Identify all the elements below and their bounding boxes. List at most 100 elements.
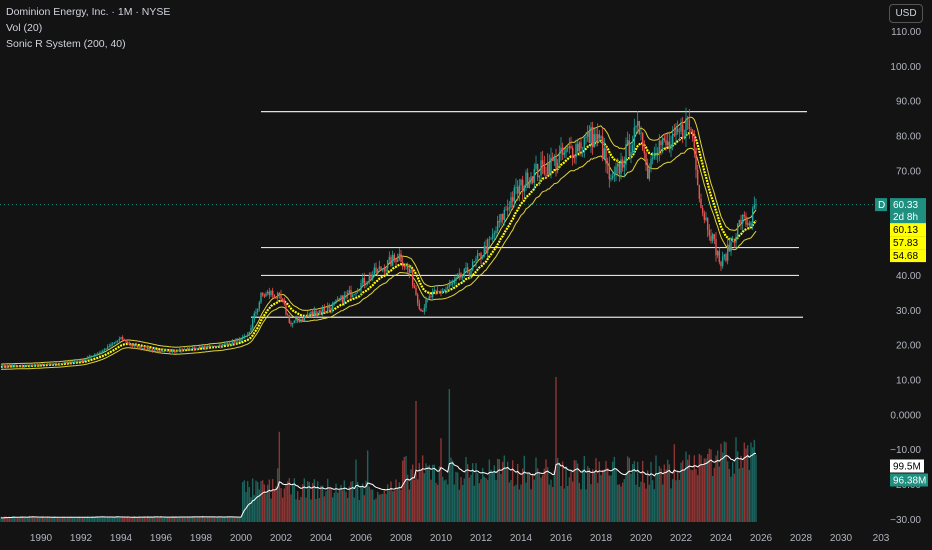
candle	[470, 270, 472, 275]
volume-bar	[425, 463, 427, 522]
volume-bar	[741, 467, 744, 522]
candle	[265, 293, 267, 297]
volume-bar	[406, 474, 409, 522]
candle	[348, 290, 351, 294]
volume-bar	[581, 469, 584, 522]
volume-bar	[550, 479, 552, 522]
band-middle-line	[0, 131, 757, 368]
volume-bar	[201, 516, 204, 522]
volume-bar	[166, 516, 169, 522]
volume-bar	[83, 517, 86, 522]
volume-bar	[95, 516, 97, 522]
volume-bar	[120, 517, 122, 522]
time-tick-label: 2004	[310, 533, 333, 544]
candle	[695, 147, 697, 170]
volume-bar	[708, 448, 711, 522]
volume-bar	[445, 479, 447, 522]
candle	[661, 138, 664, 146]
candle	[56, 363, 59, 365]
candle	[333, 301, 336, 304]
time-tick-label: 2014	[510, 533, 533, 544]
volume-bar	[438, 466, 441, 522]
candle	[418, 303, 421, 309]
candle	[15, 365, 17, 367]
volume-avg-tag-bg	[890, 473, 928, 487]
candle	[548, 163, 551, 175]
time-tick-label: 2006	[350, 533, 373, 544]
candle	[615, 166, 617, 174]
volume-bar	[603, 469, 606, 522]
candle	[725, 254, 727, 261]
volume-bar	[23, 517, 26, 522]
volume-bar	[55, 517, 57, 522]
candle	[276, 292, 279, 299]
volume-bar	[180, 516, 182, 522]
candle	[340, 295, 342, 300]
candle	[630, 152, 632, 157]
candle	[473, 261, 476, 263]
volume-bar	[315, 498, 317, 522]
candle	[638, 121, 641, 134]
volume-bar	[600, 475, 602, 522]
candle	[273, 294, 276, 299]
candle	[243, 335, 246, 338]
candle	[258, 302, 261, 309]
volume-bar	[93, 517, 96, 522]
volume-bar	[353, 497, 356, 522]
volume-bar	[70, 516, 72, 522]
candle	[121, 337, 124, 340]
volume-bar	[695, 469, 697, 522]
candle	[188, 348, 191, 350]
candle	[135, 345, 137, 347]
volume-bar	[326, 478, 329, 522]
volume-bar	[121, 516, 124, 522]
candle	[198, 346, 201, 349]
candle	[335, 299, 337, 302]
indicator-sonic-label[interactable]: Sonic R System (200, 40)	[6, 38, 126, 50]
volume-bar	[691, 470, 694, 522]
currency-button[interactable]: USD	[889, 4, 923, 23]
candle	[730, 242, 732, 252]
volume-bar	[213, 517, 216, 522]
volume-bar	[526, 472, 529, 522]
candle	[646, 165, 649, 179]
candle	[176, 349, 179, 352]
volume-bar	[535, 457, 537, 522]
candle	[66, 362, 69, 363]
volume-bar	[238, 517, 241, 522]
candle	[260, 292, 262, 303]
candle	[541, 160, 544, 165]
volume-bar	[116, 516, 119, 522]
volume-bar	[471, 463, 474, 522]
volume-bar	[465, 457, 467, 522]
volume-bar	[145, 517, 147, 522]
volume-bar	[343, 480, 346, 522]
candle	[688, 120, 691, 130]
volume-bar	[383, 489, 386, 522]
indicator-vol-label[interactable]: Vol (20)	[6, 22, 43, 34]
candle	[73, 361, 76, 363]
candle	[143, 348, 146, 349]
volume-bar	[206, 516, 209, 522]
candle	[571, 147, 574, 158]
volume-bar	[723, 441, 726, 522]
candle	[70, 361, 72, 363]
candle	[590, 127, 592, 143]
candle	[131, 345, 134, 347]
volume-bar	[625, 472, 627, 522]
volume-bar	[403, 456, 406, 522]
volume-bar	[6, 517, 9, 522]
volume-bar	[131, 517, 134, 522]
volume-bar	[111, 517, 114, 522]
volume-bar	[665, 469, 667, 522]
volume-bar	[233, 517, 236, 522]
volume-bar	[620, 486, 622, 522]
volume-bar	[696, 475, 699, 522]
candle	[336, 298, 339, 300]
time-tick-label: 2020	[630, 533, 653, 544]
candle	[485, 245, 487, 253]
candle	[371, 274, 374, 279]
candle	[196, 348, 199, 349]
